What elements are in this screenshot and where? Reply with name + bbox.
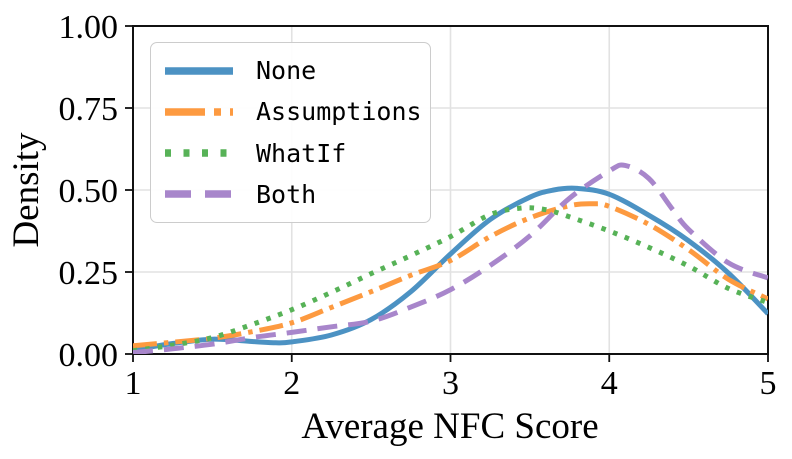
- legend-item-whatif: WhatIf: [165, 133, 420, 173]
- legend-line-solid-icon: [165, 66, 233, 75]
- density-curves: [133, 162, 768, 354]
- y-tick-label: 0.25: [59, 255, 119, 292]
- x-tick-label: 3: [442, 365, 459, 402]
- legend-label: WhatIf: [256, 138, 347, 168]
- legend-label: Assumptions: [256, 97, 422, 127]
- legend-line-dotted-icon: [165, 149, 233, 157]
- legend-line-dashed-icon: [165, 190, 233, 199]
- tick-marks: [125, 25, 769, 362]
- y-tick-label: 0.75: [59, 91, 119, 128]
- y-tick-label: 1.00: [59, 9, 119, 46]
- y-tick-label: 0.50: [59, 173, 119, 210]
- legend-line-dashdot-icon: [165, 108, 233, 116]
- curve-none: [133, 185, 768, 353]
- y-axis-label: Density: [6, 132, 47, 248]
- x-tick-labels: 1 2 3 4 5: [125, 365, 777, 402]
- curve-assumptions: [133, 201, 768, 349]
- x-tick-label: 2: [283, 365, 300, 402]
- legend-item-none: None: [165, 51, 420, 91]
- legend-item-both: Both: [165, 174, 420, 214]
- curve-whatif: [133, 205, 768, 354]
- x-tick-label: 1: [125, 365, 142, 402]
- legend-label: Both: [256, 179, 317, 209]
- x-tick-label: 4: [601, 365, 618, 402]
- legend: None Assumptions WhatIf Both: [150, 42, 431, 223]
- y-tick-label: 0.00: [59, 337, 119, 374]
- legend-label: None: [256, 56, 317, 86]
- x-tick-label: 5: [760, 365, 777, 402]
- legend-item-assumptions: Assumptions: [165, 92, 422, 132]
- x-axis-label: Average NFC Score: [301, 406, 598, 447]
- curve-both: [133, 162, 768, 354]
- y-tick-labels: 0.00 0.25 0.50 0.75 1.00: [59, 9, 119, 374]
